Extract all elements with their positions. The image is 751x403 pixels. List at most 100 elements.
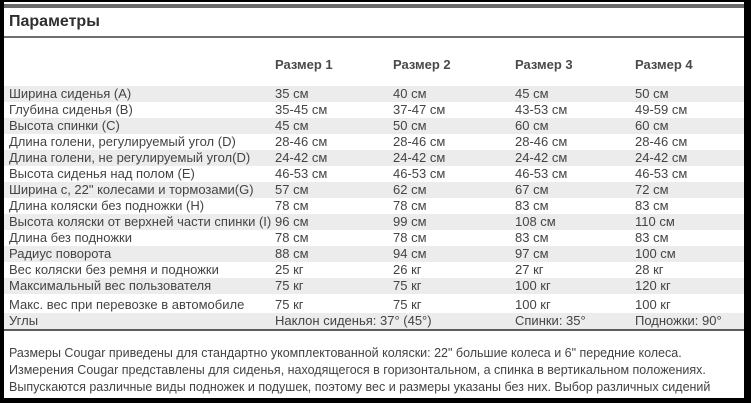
cell-value: 35 см [275,86,309,101]
cell-value: 108 см [515,214,556,229]
cell-value: 43-53 см [515,102,568,117]
title-divider [4,36,744,38]
column-header-size-1: Размер 1 [275,57,333,72]
parameters-table: Размер 1 Размер 2 Размер 3 Размер 4 Шири… [4,38,744,331]
cell-value: 78 см [393,230,427,245]
cell-value: 40 см [393,86,427,101]
row-label: Вес коляски без ремня и подножки [9,262,219,277]
footnote: Размеры Cougar приведены для стандартно … [9,346,711,398]
row-label: Макс. вес при перевозке в автомобиле [9,297,245,312]
cell-value: 46-53 см [635,166,688,181]
row-label: Высота спинки (C) [9,118,120,133]
row-label: Высота коляски от верхней части спинки (… [9,214,272,229]
cell-value: 75 кг [275,297,304,312]
cell-value: 100 кг [515,297,551,312]
row-label: Углы [4,313,275,331]
row-label: Длина голени, не регулируемый угол(D) [9,150,251,165]
table-row: Длина без подножки 78 см 78 см 83 см 83 см [4,230,744,246]
cell-value: 60 см [515,118,549,133]
cell-value: 94 см [393,246,427,261]
column-header-size-2: Размер 2 [393,57,451,72]
cell-value: 100 см [635,246,676,261]
row-label: Ширина сиденья (A) [9,86,132,101]
cell-value: 28 кг [635,262,664,277]
cell-value: 75 кг [393,278,422,293]
cell-value: 83 см [515,198,549,213]
cell-value: 46-53 см [275,166,328,181]
cell-value: 60 см [635,118,669,133]
cell-value: 72 см [635,182,669,197]
cell-value: Наклон сиденья: 37° (45°) [275,313,515,331]
cell-value: 24-42 см [275,150,328,165]
cell-value: 110 см [635,214,675,229]
cell-value: Подножки: 90° [635,313,744,331]
table-row: Высота спинки (C) 45 см 50 см 60 см 60 см [4,118,744,134]
content-frame: Параметры Размер 1 Размер 2 Размер 3 Раз… [4,2,744,398]
cell-value: 28-46 см [515,134,568,149]
table-row: Ширина сиденья (A) 35 см 40 см 45 см 50 см [4,86,744,102]
cell-value: 46-53 см [515,166,568,181]
cell-value: 99 см [393,214,427,229]
table-row: Длина коляски без подножки (H) 78 см 78 см… [4,198,744,214]
column-header-size-3: Размер 3 [515,57,573,72]
cell-value: 78 см [275,198,309,213]
cell-value: Спинки: 35° [515,313,635,331]
table-row: Вес коляски без ремня и подножки 25 кг 26 … [4,262,744,278]
table-row: Макс. вес при перевозке в автомобиле 75 к… [4,294,744,313]
table-row: Длина голени, регулируемый угол (D) 28-46… [4,134,744,150]
row-label: Длина голени, регулируемый угол (D) [9,134,236,149]
cell-value: 83 см [515,230,549,245]
cell-value: 67 см [515,182,549,197]
table-row: Ширина с, 22" колесами и тормозами(G) 57 … [4,182,744,198]
table-row: Углы Наклон сиденья: 37° (45°) Спинки: 35°… [4,313,744,331]
cell-value: 28-46 см [393,134,446,149]
cell-value: 97 см [515,246,549,261]
table-row: Длина голени, не регулируемый угол(D) 24-… [4,150,744,166]
cell-value: 120 кг [635,278,671,293]
cell-value: 24-42 см [515,150,568,165]
cell-value: 75 кг [393,297,422,312]
cell-value: 46-53 см [393,166,446,181]
cell-value: 78 см [275,230,309,245]
cell-value: 27 кг [515,262,544,277]
cell-value: 37-47 см [393,102,446,117]
cell-value: 83 см [635,230,669,245]
row-label: Высота сиденья над полом (E) [9,166,195,181]
row-label: Длина без подножки [9,230,132,245]
cell-value: 100 кг [635,297,671,312]
row-label: Ширина с, 22" колесами и тормозами(G) [9,182,254,197]
cell-value: 50 см [635,86,669,101]
row-label: Радиус поворота [9,246,112,261]
cell-value: 45 см [275,118,309,133]
row-label: Длина коляски без подножки (H) [9,198,205,213]
cell-value: 50 см [393,118,427,133]
table-row: Глубина сиденья (B) 35-45 см 37-47 см 43-53… [4,102,744,118]
cell-value: 62 см [393,182,427,197]
cell-value: 88 см [275,246,309,261]
cell-value: 24-42 см [393,150,446,165]
table-body: Ширина сиденья (A) 35 см 40 см 45 см 50 см Гл… [4,86,744,331]
top-divider [4,4,744,8]
cell-value: 45 см [515,86,549,101]
table-row: Высота коляски от верхней части спинки (… [4,214,744,230]
cell-value: 26 кг [393,262,422,277]
table-row: Максимальный вес пользователя 75 кг 75 кг 1… [4,278,744,294]
cell-value: 75 кг [275,278,304,293]
cell-value: 49-59 см [635,102,688,117]
cell-value: 24-42 см [635,150,688,165]
table-header-row: Размер 1 Размер 2 Размер 3 Размер 4 [4,38,744,86]
cell-value: 28-46 см [275,134,328,149]
cell-value: 96 см [275,214,309,229]
table-row: Высота сиденья над полом (E) 46-53 см 46-5… [4,166,744,182]
cell-value: 28-46 см [635,134,688,149]
cell-value: 83 см [635,198,669,213]
cell-value: 100 кг [515,278,551,293]
row-label: Глубина сиденья (B) [9,102,133,117]
row-label: Максимальный вес пользователя [9,278,212,293]
cell-value: 35-45 см [275,102,328,117]
corner-cell [4,38,275,86]
cell-value: 57 см [275,182,309,197]
page-title: Параметры [9,13,100,30]
cell-value: 78 см [393,198,427,213]
table-row: Радиус поворота 88 см 94 см 97 см 100 см [4,246,744,262]
